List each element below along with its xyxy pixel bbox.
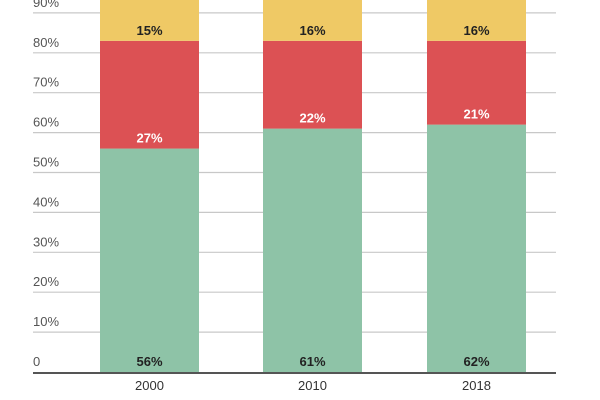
y-tick-label: 30% xyxy=(33,234,59,249)
y-tick-label: 80% xyxy=(33,35,59,50)
data-label: 22% xyxy=(299,111,325,126)
x-tick-label: 2010 xyxy=(298,378,327,393)
bar-segment xyxy=(427,40,526,125)
data-label: 16% xyxy=(299,23,325,38)
x-tick-label: 2000 xyxy=(135,378,164,393)
y-tick-label: 10% xyxy=(33,314,59,329)
y-tick-label: 90% xyxy=(33,0,59,10)
y-tick-label: 70% xyxy=(33,75,59,90)
bar-segment xyxy=(100,0,199,41)
y-tick-label: 60% xyxy=(33,115,59,130)
data-label: 61% xyxy=(299,354,325,369)
bar-segment xyxy=(263,0,362,41)
data-label: 27% xyxy=(136,131,162,146)
data-label: 15% xyxy=(136,23,162,38)
y-tick-label: 50% xyxy=(33,155,59,170)
y-tick-label: 40% xyxy=(33,194,59,209)
bar-segment xyxy=(427,0,526,41)
data-label: 62% xyxy=(463,354,489,369)
y-tick-label: 0 xyxy=(33,354,40,369)
bar-segment xyxy=(427,124,526,373)
bar-segment xyxy=(263,128,362,372)
bar-segment xyxy=(100,40,199,149)
data-label: 21% xyxy=(463,107,489,122)
bar-segment xyxy=(100,148,199,372)
bar-segment xyxy=(263,40,362,129)
data-label: 16% xyxy=(463,23,489,38)
y-tick-label: 20% xyxy=(33,274,59,289)
data-label: 56% xyxy=(136,354,162,369)
x-tick-label: 2018 xyxy=(462,378,491,393)
